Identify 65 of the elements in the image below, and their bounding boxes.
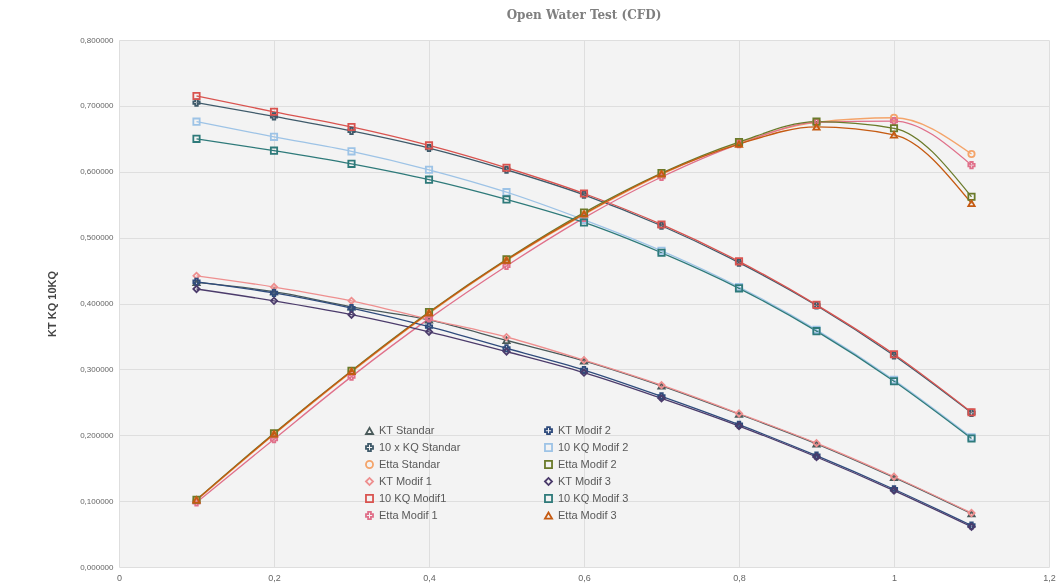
point (192, 134, 201, 143)
y-tick-label: 0,600000 (80, 167, 115, 177)
point (269, 107, 279, 116)
point (502, 336, 511, 345)
x-tick-label: 0 (116, 572, 123, 583)
y-tick-label: 0,700000 (80, 101, 115, 111)
legend-label: Etta Modif 2 (558, 457, 617, 470)
legend-label: KT Modif 2 (558, 423, 611, 436)
x-tick-label: 0,4 (423, 572, 436, 583)
legend-label: 10 KQ Modif 2 (558, 440, 629, 453)
point (269, 296, 279, 305)
y-tick-label: 0,000000 (80, 562, 115, 572)
point (192, 271, 201, 280)
point (502, 188, 511, 197)
point (889, 124, 899, 133)
point (192, 117, 201, 126)
point (889, 113, 899, 122)
y-axis-title: KT KQ 10KQ (46, 270, 59, 338)
y-tick-label: 0,300000 (80, 364, 115, 374)
point (192, 98, 201, 107)
point (347, 159, 356, 168)
point (502, 344, 511, 353)
point (269, 146, 279, 155)
y-tick-label: 0,500000 (80, 233, 115, 243)
point (347, 372, 356, 381)
legend-label: 10 KQ Modif1 (379, 491, 447, 504)
x-tick-label: 0,6 (578, 572, 591, 583)
y-tick-label: 0,200000 (80, 430, 115, 440)
point (424, 322, 434, 331)
point (889, 116, 899, 126)
legend-label: 10 x KQ Standar (379, 440, 461, 453)
x-tick-label: 1 (891, 572, 898, 583)
point (424, 175, 434, 184)
point (424, 165, 434, 174)
chart-title: Open Water Test (CFD) (506, 8, 662, 22)
legend-label: KT Modif 1 (379, 474, 432, 487)
point (967, 161, 976, 170)
point (347, 296, 356, 305)
point (269, 132, 279, 141)
point (347, 310, 356, 319)
point (347, 122, 356, 132)
legend-label: 10 KQ Modif 3 (558, 491, 629, 504)
y-tick-label: 0,400000 (80, 299, 115, 308)
point (347, 147, 356, 156)
legend-label: KT Modif 3 (558, 474, 611, 487)
point (967, 192, 976, 201)
x-tick-label: 0,8 (733, 572, 746, 583)
point (347, 126, 356, 135)
point (424, 327, 434, 336)
legend-label: Etta Modif 3 (558, 508, 617, 521)
point (269, 435, 279, 444)
legend-label: Etta Modif 1 (379, 508, 438, 521)
point (812, 123, 821, 131)
x-tick-label: 1,2 (1043, 572, 1056, 583)
y-tick-label: 0,800000 (80, 35, 115, 45)
point (192, 91, 201, 101)
point (502, 195, 511, 204)
point (269, 112, 279, 121)
point (889, 131, 899, 139)
legend-label: Etta Standar (379, 457, 441, 470)
legend-label: KT Standar (379, 423, 435, 436)
y-tick-label: 0,100000 (80, 496, 115, 506)
point (269, 282, 279, 292)
x-tick-label: 0,2 (268, 572, 281, 583)
point (967, 199, 976, 208)
